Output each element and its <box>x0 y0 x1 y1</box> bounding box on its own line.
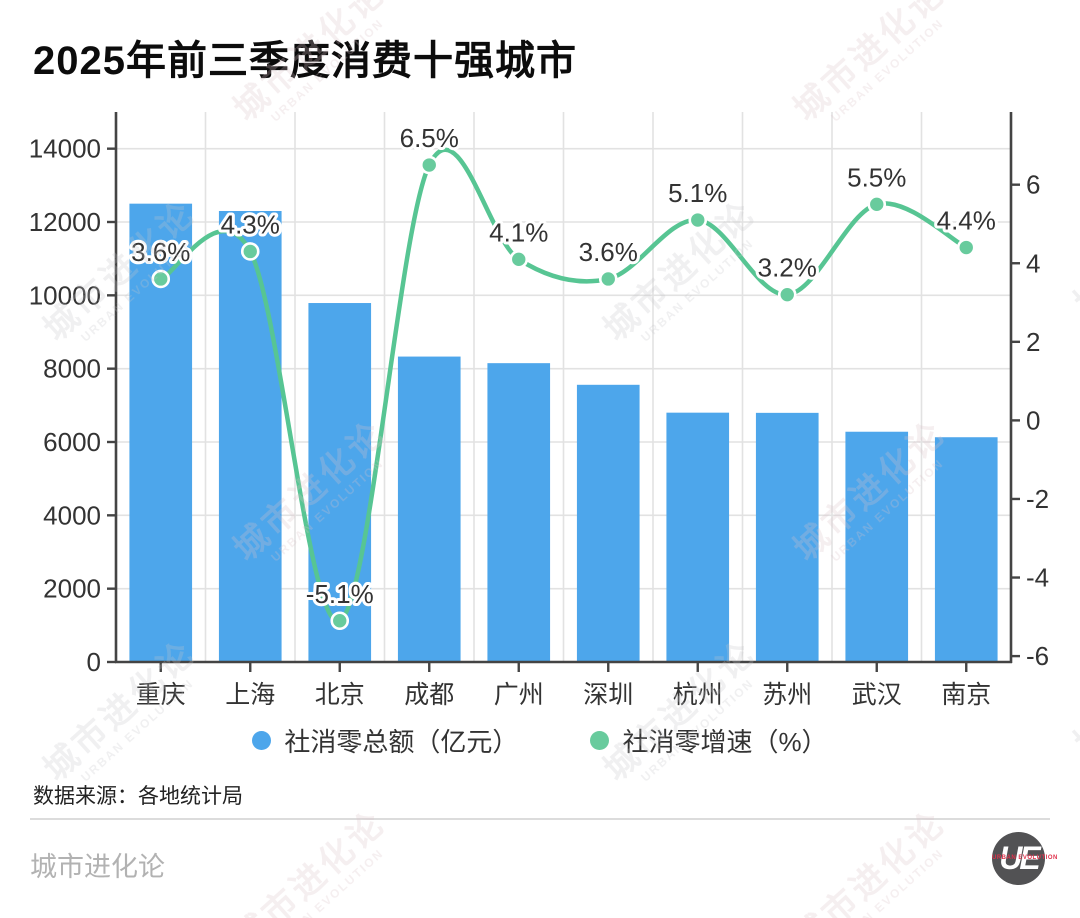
legend-label-total: 社消零总额（亿元） <box>284 727 519 757</box>
brand-name: 城市进化论 <box>30 852 165 882</box>
left-axis-tick-label: 14000 <box>29 134 101 164</box>
city-label: 上海 <box>225 681 275 709</box>
city-label: 苏州 <box>762 681 812 709</box>
city-label: 南京 <box>941 681 991 709</box>
left-axis-tick-label: 2000 <box>43 574 101 604</box>
growth-data-label: 4.1% <box>489 217 548 247</box>
left-axis-tick-label: 10000 <box>29 280 101 310</box>
growth-marker <box>867 195 887 214</box>
growth-trend-line <box>158 147 969 624</box>
bar <box>755 412 819 662</box>
footer-divider <box>30 818 1050 820</box>
growth-data-label: 5.5% <box>847 162 906 192</box>
data-source-note: 数据来源：各地统计局 <box>33 785 243 808</box>
growth-marker <box>956 238 976 257</box>
growth-marker <box>240 242 260 261</box>
growth-data-label: -5.1% <box>306 579 374 609</box>
logo-ue-text: UE <box>999 839 1040 876</box>
right-axis-tick-label: 2 <box>1026 327 1040 357</box>
bar <box>308 303 372 662</box>
right-axis-tick-label: -4 <box>1026 563 1049 593</box>
bar <box>397 356 461 662</box>
left-axis-tick-label: 4000 <box>43 500 101 530</box>
growth-marker <box>151 269 171 289</box>
growth-data-label: 3.2% <box>758 253 817 283</box>
growth-data-label: 6.5% <box>400 123 459 153</box>
growth-data-label: 4.4% <box>937 206 996 236</box>
right-axis-tick-label: -2 <box>1026 484 1049 514</box>
bar <box>218 211 282 662</box>
page-title: 2025年前三季度消费十强城市 <box>33 39 577 83</box>
growth-marker <box>688 210 708 230</box>
left-axis-tick-label: 0 <box>87 647 101 677</box>
chart-legend: 社消零总额（亿元） 社消零增速（%） <box>0 722 1080 759</box>
left-axis-tick-label: 12000 <box>29 207 101 237</box>
left-axis-tick-label: 8000 <box>43 354 101 384</box>
right-axis-tick-label: 4 <box>1026 248 1040 278</box>
line-series-dot-icon <box>590 731 610 750</box>
growth-marker <box>330 611 350 631</box>
right-axis-tick-label: -6 <box>1026 641 1049 671</box>
city-label: 重庆 <box>136 681 186 709</box>
bar <box>934 437 998 662</box>
right-axis-tick-label: 6 <box>1026 170 1040 200</box>
bar-series-dot-icon <box>252 731 272 750</box>
bar <box>666 412 730 662</box>
legend-item-total: 社消零总额（亿元） <box>252 722 518 759</box>
growth-marker <box>419 155 439 175</box>
legend-label-growth: 社消零增速（%） <box>622 727 828 757</box>
city-label: 广州 <box>494 681 544 709</box>
bar <box>576 384 640 662</box>
city-label: 北京 <box>315 681 365 709</box>
bar <box>487 363 551 662</box>
city-label: 杭州 <box>673 681 723 709</box>
city-label: 成都 <box>404 681 454 709</box>
right-axis-tick-label: 0 <box>1026 405 1040 435</box>
growth-marker <box>777 285 797 304</box>
left-axis-tick-label: 6000 <box>43 427 101 457</box>
logo-subtext: URBAN EVOLUTION <box>992 855 1058 861</box>
growth-data-label: 4.3% <box>221 209 280 239</box>
city-label: 武汉 <box>852 681 902 709</box>
growth-data-label: 5.1% <box>668 178 727 208</box>
legend-item-growth: 社消零增速（%） <box>590 722 828 759</box>
growth-data-label: 3.6% <box>579 237 638 267</box>
urban-evolution-logo: UE URBAN EVOLUTION <box>992 832 1058 885</box>
growth-marker <box>598 269 618 289</box>
bar <box>845 431 909 662</box>
growth-marker <box>509 250 529 269</box>
growth-data-label: 3.6% <box>131 237 190 267</box>
city-label: 深圳 <box>583 681 633 709</box>
